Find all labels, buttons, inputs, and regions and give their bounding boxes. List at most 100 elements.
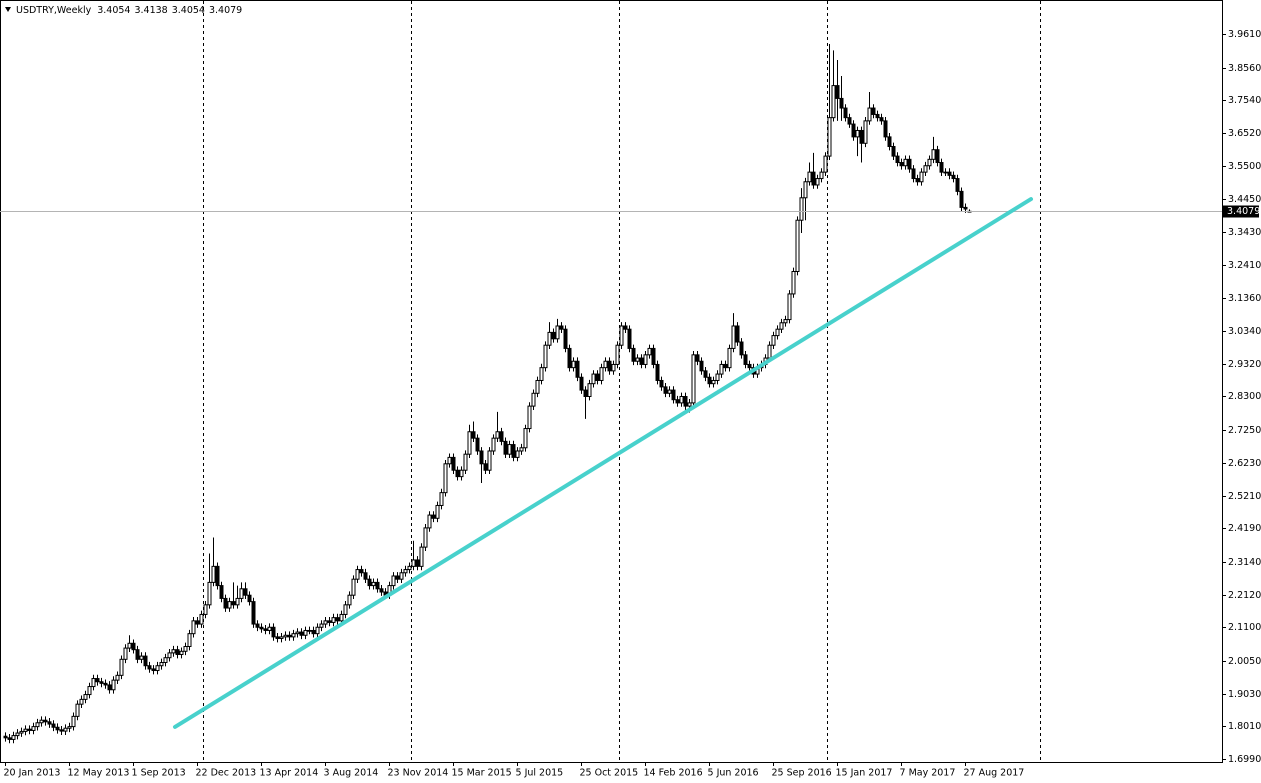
candle-body (839, 97, 844, 109)
candle-body (215, 565, 220, 587)
candle-body (163, 657, 168, 664)
candle-body (739, 341, 744, 356)
candle-body (71, 715, 76, 728)
candle-body (859, 129, 864, 144)
candle-body (291, 633, 296, 638)
candle-body (479, 450, 484, 465)
candle-body (75, 703, 80, 717)
candle-body (407, 565, 412, 571)
candle-body (63, 727, 68, 732)
candle-body (195, 620, 200, 625)
candle-body (963, 206, 968, 210)
candle-body (659, 379, 664, 388)
candle-body (671, 389, 676, 401)
candle-body (647, 347, 652, 356)
candle-body (575, 360, 580, 378)
y-tick-label: 3.1360 (1228, 293, 1261, 304)
candle-body (463, 453, 468, 471)
candle-body (323, 620, 328, 625)
candle-body (959, 190, 964, 208)
candle-body (875, 113, 880, 119)
candle-body (487, 450, 492, 471)
candle-body (203, 604, 208, 615)
candle-body (59, 729, 64, 732)
candle-body (263, 628, 268, 631)
y-tick-label: 3.6520 (1228, 128, 1261, 139)
candle-body (615, 344, 620, 365)
x-tick-label: 22 Dec 2013 (196, 768, 257, 779)
candle-body (259, 626, 264, 630)
y-tick-label: 2.2120 (1228, 590, 1261, 601)
candle-body (795, 219, 800, 272)
candle-body (951, 174, 956, 180)
header-close: 3.4079 (209, 5, 242, 16)
candle-body (51, 723, 56, 728)
y-tick-label: 3.2410 (1228, 260, 1261, 271)
candle-body (351, 578, 356, 596)
candle-body (103, 682, 108, 686)
candle-body (955, 178, 960, 192)
candle-body (711, 379, 716, 385)
candle-body (511, 444, 516, 458)
candle-body (527, 405, 532, 430)
candle-body (531, 392, 536, 407)
candle-body (523, 428, 528, 449)
candle-body (435, 504, 440, 519)
candle-body (863, 120, 868, 144)
candle-body (31, 726, 36, 731)
candle-body (599, 367, 604, 381)
header-high: 3.4138 (134, 5, 167, 16)
candle-body (907, 158, 912, 170)
candle-body (11, 735, 16, 740)
candle-body (931, 149, 936, 160)
dropdown-arrow[interactable] (5, 7, 11, 12)
y-tick-label: 1.6990 (1228, 754, 1261, 765)
candle-body (295, 631, 300, 635)
candle-body (727, 347, 732, 369)
y-tick-label: 3.4450 (1228, 194, 1261, 205)
symbol-title: USDTRY,Weekly (16, 5, 92, 16)
candle-body (687, 402, 692, 407)
y-tick-label: 2.9320 (1228, 359, 1261, 370)
candle-body (311, 629, 316, 635)
candle-body (807, 171, 812, 183)
candle-body (403, 569, 408, 574)
x-tick-label: 14 Feb 2016 (644, 768, 703, 779)
candle-body (367, 578, 372, 587)
candle-body (743, 354, 748, 365)
y-tick-label: 3.7540 (1228, 95, 1261, 106)
x-tick-label: 23 Nov 2014 (388, 768, 449, 779)
candle-body (667, 389, 672, 394)
candle-body (559, 325, 564, 330)
candle-body (243, 588, 248, 596)
candle-body (67, 726, 72, 729)
candle-body (515, 450, 520, 458)
candle-body (607, 360, 612, 372)
trendline (173, 197, 1033, 729)
candle-body (567, 347, 572, 369)
y-tick-label: 3.9610 (1228, 29, 1261, 40)
candle-body (495, 431, 500, 439)
candle-body (419, 546, 424, 567)
candle-body (947, 171, 952, 176)
candle-body (335, 617, 340, 622)
candle-body (275, 636, 280, 639)
candle-body (79, 698, 84, 705)
candle-body (423, 527, 428, 548)
candle-body (663, 386, 668, 394)
candle-body (611, 363, 616, 372)
candle-body (303, 629, 308, 636)
candle-body (115, 674, 120, 681)
candle-body (851, 123, 856, 138)
y-tick-label: 3.3430 (1228, 227, 1261, 238)
candle-body (355, 569, 360, 580)
candle-body (111, 679, 116, 691)
candle-body (631, 347, 636, 362)
candle-body (219, 585, 224, 599)
candle-body (767, 344, 772, 359)
candle-body (223, 597, 228, 609)
candle-body (439, 492, 444, 506)
candle-body (147, 665, 152, 670)
candle-body (507, 444, 512, 455)
candle-body (927, 158, 932, 167)
